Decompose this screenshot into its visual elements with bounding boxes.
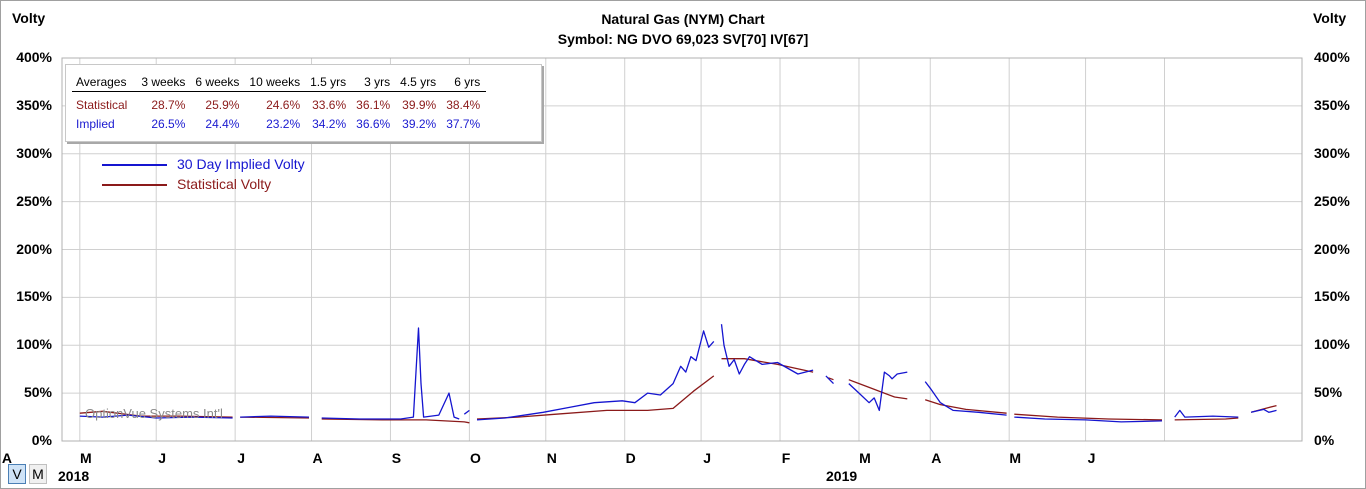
year-label-2018: 2018 xyxy=(58,468,90,484)
implied-volty-line xyxy=(240,415,310,418)
x-tick-label: N xyxy=(546,450,557,466)
cell: 37.7% xyxy=(446,116,481,131)
cell: 26.5% xyxy=(151,116,186,131)
averages-col-label: Averages xyxy=(72,73,138,92)
row-label: Statistical xyxy=(76,97,128,112)
y-tick-label-left: 150% xyxy=(16,288,52,305)
averages-table: Averages 3 weeks 6 weeks 10 weeks 1.5 yr… xyxy=(65,64,542,142)
y-tick-label-left: 250% xyxy=(16,192,52,209)
y-tick-label-right: 300% xyxy=(1314,144,1350,161)
legend-statistical-swatch xyxy=(102,184,167,186)
statistical-volty-line xyxy=(721,358,814,373)
y-tick-label-left: 0% xyxy=(31,432,52,448)
y-tick-label-right: 350% xyxy=(1314,96,1350,113)
averages-col: 6 weeks xyxy=(191,73,246,92)
averages-col: 3 yrs xyxy=(352,73,397,92)
cell: 36.6% xyxy=(356,116,391,131)
x-tick-label: O xyxy=(469,450,481,466)
legend-implied-label: 30 Day Implied Volty xyxy=(177,156,305,172)
y-tick-label-left: 50% xyxy=(23,384,52,401)
y-tick-label-right: 400% xyxy=(1314,49,1350,65)
x-tick-label: F xyxy=(781,450,791,466)
cell: 36.1% xyxy=(356,97,391,112)
cell: 24.4% xyxy=(205,116,240,131)
cell: 33.6% xyxy=(312,97,347,112)
cell: 25.9% xyxy=(205,97,240,112)
x-tick-label: D xyxy=(625,450,636,466)
y-tick-label-left: 300% xyxy=(16,144,52,161)
left-axis-title: Volty xyxy=(12,10,46,26)
implied-volty-line xyxy=(1174,409,1239,418)
statistical-volty-line xyxy=(1174,417,1239,421)
chart-title: Natural Gas (NYM) Chart xyxy=(601,11,765,27)
row-label: Implied xyxy=(76,116,115,131)
y-tick-label-right: 100% xyxy=(1314,336,1350,353)
y-tick-label-right: 50% xyxy=(1314,384,1343,401)
plot-border xyxy=(61,57,1303,442)
y-tick-label-left: 350% xyxy=(16,96,52,113)
implied-volty-line xyxy=(848,371,908,412)
implied-volty-line xyxy=(720,324,814,375)
implied-volty-line xyxy=(463,409,470,415)
cell: 39.9% xyxy=(402,97,437,112)
y-tick-label-right: 150% xyxy=(1314,288,1350,305)
x-tick-label: M xyxy=(1009,450,1022,466)
y-tick-label-left: 400% xyxy=(16,49,52,65)
averages-col: 1.5 yrs xyxy=(306,73,353,92)
cell: 39.2% xyxy=(402,116,437,131)
implied-volty-line xyxy=(924,381,1007,416)
implied-volty-line xyxy=(476,330,715,421)
year-label-2019: 2019 xyxy=(826,468,858,484)
x-tick-label: A xyxy=(312,450,323,466)
y-tick-label-right: 200% xyxy=(1314,240,1350,257)
cell: 38.4% xyxy=(446,97,481,112)
x-tick-label: M xyxy=(859,450,871,466)
averages-col: 6 yrs xyxy=(442,73,487,92)
x-tick-label: A xyxy=(1,450,12,466)
implied-volty-line xyxy=(1014,416,1163,423)
averages-col: 10 weeks xyxy=(245,73,307,92)
implied-volty-line xyxy=(321,327,460,420)
statistical-volty-line xyxy=(848,379,908,400)
implied-volty-line xyxy=(79,414,233,419)
statistical-volty-line xyxy=(476,375,715,420)
averages-col: 3 weeks xyxy=(137,73,192,92)
x-tick-label: J xyxy=(703,450,711,466)
legend-statistical-label: Statistical Volty xyxy=(177,176,272,192)
y-tick-label-right: 250% xyxy=(1314,192,1350,209)
implied-volty-line xyxy=(1250,408,1277,413)
statistical-volty-line xyxy=(925,399,1007,414)
cell: 23.2% xyxy=(266,116,301,131)
averages-implied-row: Implied 26.5% 24.4% 23.2% 34.2% 36.6% 39… xyxy=(72,114,486,133)
x-tick-label: M xyxy=(79,450,92,466)
x-tick-label: J xyxy=(1087,450,1096,466)
statistical-volty-line xyxy=(828,377,834,381)
view-v-button[interactable]: V xyxy=(8,464,26,484)
statistical-volty-line xyxy=(1014,413,1163,421)
implied-volty-line xyxy=(825,375,834,385)
x-tick-label: J xyxy=(158,450,167,466)
y-tick-label-left: 200% xyxy=(16,240,52,257)
cell: 24.6% xyxy=(266,97,301,112)
averages-header-row: Averages 3 weeks 6 weeks 10 weeks 1.5 yr… xyxy=(72,73,487,92)
y-tick-label-left: 100% xyxy=(16,336,52,353)
cell: 28.7% xyxy=(151,97,186,112)
x-tick-label: A xyxy=(931,450,942,466)
cell: 34.2% xyxy=(312,116,347,131)
x-tick-label: S xyxy=(391,450,402,466)
watermark: OptionVue Systems Int'l xyxy=(85,406,223,421)
right-axis-title: Volty xyxy=(1313,10,1347,26)
averages-col: 4.5 yrs xyxy=(396,73,443,92)
view-m-button[interactable]: M xyxy=(29,464,47,484)
y-tick-label-right: 0% xyxy=(1314,432,1335,448)
legend-implied-swatch xyxy=(102,164,167,166)
chart-subtitle: Symbol: NG DVO 69,023 SV[70] IV[67] xyxy=(557,31,809,47)
x-tick-label: J xyxy=(237,450,246,466)
averages-statistical-row: Statistical 28.7% 25.9% 24.6% 33.6% 36.1… xyxy=(72,92,486,115)
